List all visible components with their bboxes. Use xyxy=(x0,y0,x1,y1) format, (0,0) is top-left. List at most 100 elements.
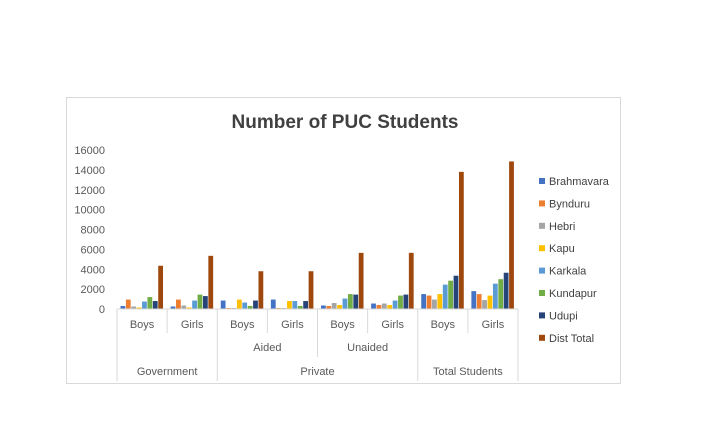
x-supergroup-label: Private xyxy=(300,366,334,378)
chart-area: Number of PUC Students 0 2000 4000 6000 8000… xyxy=(66,97,621,384)
bar xyxy=(186,307,192,309)
series-brahmavara xyxy=(120,291,477,309)
bar xyxy=(220,300,226,309)
bar xyxy=(358,252,364,309)
bar xyxy=(236,299,242,309)
bar xyxy=(321,305,326,309)
bar xyxy=(353,294,359,309)
bar xyxy=(253,300,258,309)
bar xyxy=(453,275,459,309)
x-supergroup-label: Government xyxy=(137,366,198,378)
x-category-label: Girls xyxy=(181,319,204,331)
legend-swatch xyxy=(539,334,545,341)
x-category-label: Girls xyxy=(281,319,304,331)
bar xyxy=(208,255,214,309)
legend-label: Hebri xyxy=(549,221,575,233)
bar xyxy=(170,306,176,309)
legend-item: Kapu xyxy=(539,243,575,255)
chart-svg: Number of PUC Students 0 2000 4000 6000 8000… xyxy=(74,112,610,381)
series-kapu xyxy=(136,294,493,309)
series-dist-total xyxy=(158,161,514,309)
legend-swatch xyxy=(539,222,545,229)
bar xyxy=(509,161,514,309)
x-group-label: Unaided xyxy=(347,342,388,354)
x-category-label: Boys xyxy=(431,319,456,331)
bar xyxy=(181,305,187,309)
bar xyxy=(136,307,142,309)
legend-label: Udupi xyxy=(549,310,578,322)
bar xyxy=(158,265,164,309)
series-kundapur xyxy=(147,279,504,309)
legend-label: Kundapur xyxy=(549,288,597,300)
legend-item: Hebri xyxy=(539,221,575,233)
x-group-label: Aided xyxy=(253,342,281,354)
bar xyxy=(120,306,126,309)
bar xyxy=(421,294,427,309)
y-tick-label: 6000 xyxy=(81,244,105,256)
legend-swatch xyxy=(539,267,545,274)
y-tick-label: 16000 xyxy=(74,145,105,157)
bar xyxy=(131,306,137,309)
bar xyxy=(270,299,276,309)
legend-swatch xyxy=(539,178,545,184)
y-tick-label: 0 xyxy=(99,304,105,316)
series-udupi xyxy=(152,272,509,309)
x-category-label: Boys xyxy=(330,319,355,331)
bar xyxy=(458,171,464,309)
bar xyxy=(482,300,487,309)
series-karkala xyxy=(142,283,498,309)
bar xyxy=(247,306,253,309)
bar xyxy=(387,305,393,309)
y-tick-label: 2000 xyxy=(81,284,105,296)
bar xyxy=(287,301,292,309)
bars xyxy=(120,161,514,309)
bar xyxy=(437,294,443,309)
bar xyxy=(152,301,158,309)
legend-swatch xyxy=(539,245,545,252)
legend-label: Bynduru xyxy=(549,198,590,210)
bar xyxy=(432,299,437,309)
bar xyxy=(326,306,332,309)
bar xyxy=(442,284,448,309)
x-supergroup-label: Total Students xyxy=(433,366,503,378)
legend-label: Kapu xyxy=(549,243,575,255)
y-tick-label: 8000 xyxy=(81,225,105,237)
bar xyxy=(426,295,432,309)
chart-title: Number of PUC Students xyxy=(232,112,459,133)
bar xyxy=(337,305,342,309)
bar xyxy=(308,271,314,309)
bar xyxy=(408,252,414,309)
bar xyxy=(125,299,131,309)
bar xyxy=(376,305,382,309)
x-category-label: Girls xyxy=(482,319,505,331)
bar xyxy=(176,299,181,309)
bar xyxy=(492,283,498,309)
legend-label: Karkala xyxy=(549,266,587,278)
y-tick-label: 10000 xyxy=(74,205,105,217)
legend-item: Bynduru xyxy=(539,198,590,210)
x-category-label: Boys xyxy=(230,319,255,331)
bar xyxy=(297,306,303,309)
legend-item: Brahmavara xyxy=(539,176,610,188)
bar xyxy=(142,301,147,309)
bar xyxy=(342,298,348,309)
bar xyxy=(303,301,309,309)
bar xyxy=(476,294,482,309)
bar xyxy=(347,294,353,309)
bar xyxy=(403,294,409,309)
bar xyxy=(503,272,509,309)
y-tick-label: 14000 xyxy=(74,165,105,177)
legend-swatch xyxy=(539,200,545,207)
bar xyxy=(242,302,248,309)
bar xyxy=(392,300,398,309)
bar xyxy=(147,297,153,309)
x-axis: Boys Girls Boys Girls Boys Girls Boys GirlsAide… xyxy=(116,308,519,381)
legend-swatch xyxy=(539,290,545,296)
legend-label: Dist Total xyxy=(549,333,594,345)
bar xyxy=(498,279,504,309)
y-tick-label: 4000 xyxy=(81,264,105,276)
bar xyxy=(371,303,376,309)
legend-item: Karkala xyxy=(539,266,587,278)
bar xyxy=(258,271,264,309)
bar xyxy=(381,303,387,309)
